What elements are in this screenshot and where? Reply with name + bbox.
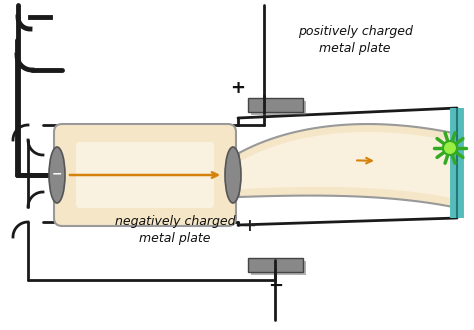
Ellipse shape — [49, 147, 65, 203]
FancyBboxPatch shape — [248, 258, 303, 272]
Circle shape — [443, 141, 457, 155]
FancyBboxPatch shape — [76, 142, 214, 208]
FancyBboxPatch shape — [248, 98, 303, 112]
Text: positively charged
metal plate: positively charged metal plate — [298, 25, 412, 55]
Ellipse shape — [225, 147, 241, 203]
Text: +: + — [230, 79, 246, 97]
Text: +: + — [242, 217, 256, 235]
Polygon shape — [239, 124, 453, 207]
FancyBboxPatch shape — [54, 124, 236, 226]
FancyBboxPatch shape — [251, 101, 306, 115]
Text: −: − — [52, 168, 62, 181]
FancyBboxPatch shape — [251, 261, 306, 275]
Polygon shape — [241, 132, 451, 198]
Text: negatively charged
metal plate: negatively charged metal plate — [115, 215, 235, 245]
Text: −: − — [268, 277, 283, 295]
